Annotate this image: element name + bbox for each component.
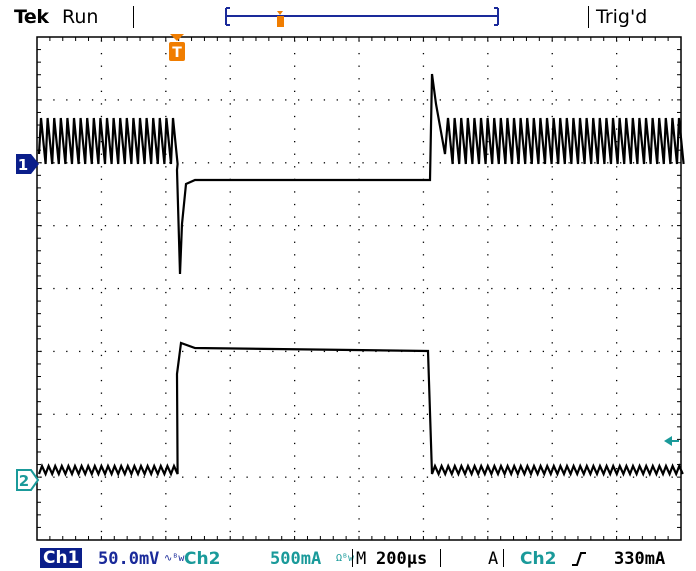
readout-bar: Ch1 50.0mV ∿ᴮw Ch2 500mA Ωᴮw M 200µs A C… <box>0 545 696 571</box>
ch1-ground-marker: 1 <box>16 154 39 174</box>
timebase-value: 200µs <box>376 549 427 569</box>
ch2-waveform <box>39 343 683 474</box>
record-trigger-position-icon <box>277 11 284 27</box>
trigger-status: Trig'd <box>596 6 647 28</box>
trigger-source: Ch2 <box>520 549 556 569</box>
ch1-label: Ch1 <box>40 548 82 568</box>
ch2-ground-marker: 2 <box>17 470 38 490</box>
rising-edge-icon <box>571 551 587 567</box>
trigger-level: 330mA <box>614 549 665 569</box>
trigger-mode: A <box>488 549 498 569</box>
ch2-label: Ch2 <box>184 549 220 569</box>
graticule-grid <box>40 40 672 532</box>
ch2-marker-label: 2 <box>19 472 29 490</box>
graticule-center-ticks <box>37 37 681 540</box>
ch2-scale: 500mA <box>270 549 321 569</box>
waveform-display: T 1 2 <box>0 34 696 544</box>
ch1-scale: 50.0mV <box>98 549 159 569</box>
ch1-marker-label: 1 <box>18 156 28 174</box>
trigger-position-icon: T <box>169 34 185 61</box>
trigger-marker-label: T <box>172 45 182 61</box>
trigger-level-arrow-icon <box>664 436 679 446</box>
graticule-border <box>37 37 681 540</box>
ch1-coupling-icon: ∿ᴮw <box>164 553 184 564</box>
status-bar: Tek Run Trig'd <box>0 0 696 34</box>
ch1-waveform <box>39 74 684 274</box>
status-divider <box>588 6 589 28</box>
record-position-bar <box>0 0 696 34</box>
timebase-label: M <box>356 549 366 569</box>
